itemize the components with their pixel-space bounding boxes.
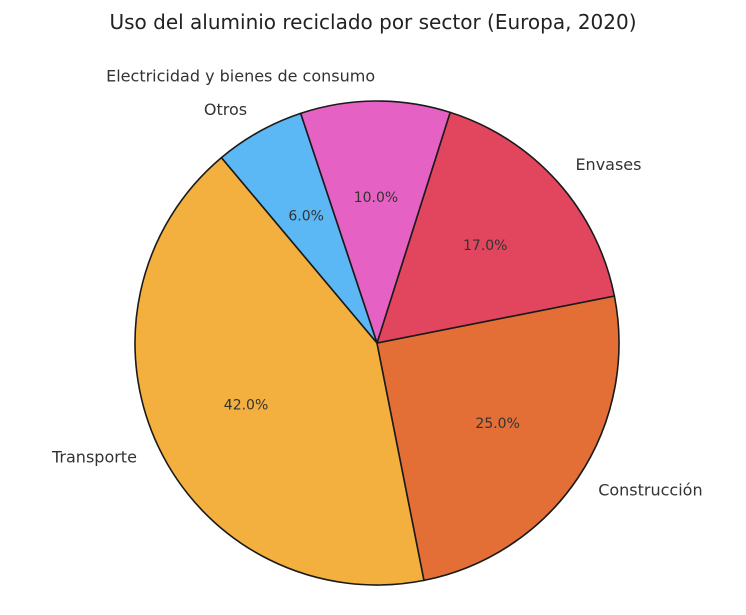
pie-slice-electricidad-y-bienes-de-consumo (299, 100, 451, 344)
slice-label-electricidad-y-bienes-de-consumo: Electricidad y bienes de consumo (106, 66, 375, 85)
pct-label-electricidad-y-bienes-de-consumo: 10.0% (354, 190, 398, 206)
pie-slices (134, 100, 620, 586)
slice-label-otros: Otros (204, 100, 247, 119)
pie-slice-envases (376, 111, 616, 344)
pie-slice-construccion (376, 295, 620, 582)
slice-label-construccion: Construcción (598, 481, 702, 500)
pct-label-transporte: 42.0% (224, 398, 268, 414)
pct-label-envases: 17.0% (463, 238, 507, 254)
chart-title: Uso del aluminio reciclado por sector (E… (109, 10, 637, 34)
pie-slice-transporte (134, 156, 425, 586)
pie-labels: 42.0% Transporte 25.0% Construcción 17.0% Env… (51, 66, 703, 499)
pct-label-otros: 6.0% (288, 208, 324, 224)
slice-label-envases: Envases (575, 155, 641, 174)
pie-slice-otros (220, 112, 378, 344)
pct-label-construccion: 25.0% (475, 416, 519, 432)
slice-label-transporte: Transporte (51, 448, 137, 467)
